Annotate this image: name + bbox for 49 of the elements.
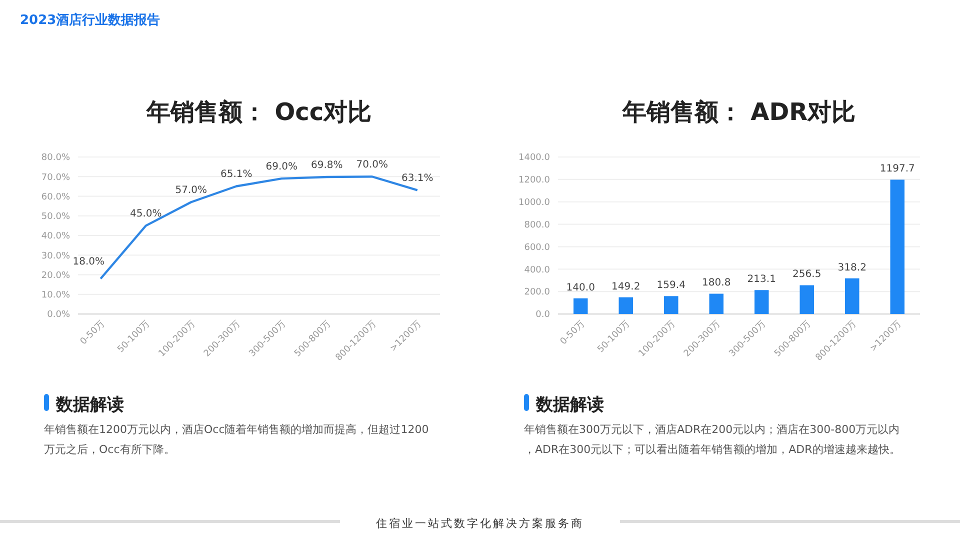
data-label: 159.4 [656, 280, 686, 292]
data-label: 213.1 [747, 274, 776, 286]
y-tick-label: 1000.0 [518, 198, 550, 208]
bar [664, 296, 678, 314]
data-label: 70.0% [356, 160, 388, 171]
text: 年销售额在300万元以下，酒店ADR在200元以内；酒店在300-800万元以内，ADR在300元以下；可以看出随着年销售额的增加，ADR的增速越来越快。 [524, 423, 900, 456]
y-tick-label: 80.0% [41, 153, 70, 164]
y-tick-label: 40.0% [41, 232, 70, 242]
y-tick-label: 1400.0 [518, 153, 550, 164]
data-label: 180.8 [702, 278, 731, 289]
text: 2023酒店行业数据报告 [20, 12, 160, 28]
y-tick-label: 30.0% [41, 251, 70, 262]
data-label: 63.1% [401, 173, 434, 184]
data-label: 18.0% [72, 256, 105, 268]
bar [574, 298, 588, 314]
bar [800, 285, 814, 314]
y-tick-label: 600.0 [524, 242, 550, 253]
y-tick-label: 60.0% [41, 192, 70, 202]
data-label: 256.5 [792, 269, 822, 280]
y-tick-label: 200.0 [524, 288, 550, 298]
y-tick-label: 0.0 [536, 310, 550, 320]
y-tick-label: 10.0% [41, 290, 70, 301]
y-tick-label: 1200.0 [518, 176, 550, 186]
y-tick-label: 50.0% [41, 212, 70, 222]
data-label: 140.0 [566, 282, 595, 294]
y-tick-label: 800.0 [524, 220, 550, 230]
data-label: 1197.7 [880, 164, 915, 175]
bar [754, 290, 769, 314]
bar [890, 180, 904, 314]
chart-title: 年销售额： Occ对比 [145, 98, 372, 126]
bar [618, 297, 633, 314]
data-label: 318.2 [838, 262, 866, 274]
y-tick-label: 400.0 [524, 265, 550, 276]
data-label: 69.8% [310, 160, 343, 172]
text: 年销售额在1200万元以内，酒店Occ随着年销售额的增加而提高，但超过1200万元之后，Occ有所下降。 [44, 423, 429, 456]
chart-title: 年销售额： ADR对比 [621, 98, 856, 126]
data-label: 65.1% [220, 169, 252, 180]
data-label: 69.0% [266, 162, 298, 173]
bar [709, 294, 724, 314]
text: 数据解读 [535, 395, 604, 415]
data-label: 57.0% [175, 185, 208, 196]
data-label: 149.2 [612, 281, 640, 292]
text: 住宿业一站式数字化解决方案服务商 [376, 517, 584, 530]
y-tick-label: 0.0% [47, 310, 70, 320]
bar [845, 278, 860, 314]
text: 数据解读 [55, 395, 124, 415]
y-tick-label: 20.0% [41, 270, 70, 281]
y-tick-label: 70.0% [41, 172, 70, 183]
data-label: 45.0% [130, 208, 162, 220]
